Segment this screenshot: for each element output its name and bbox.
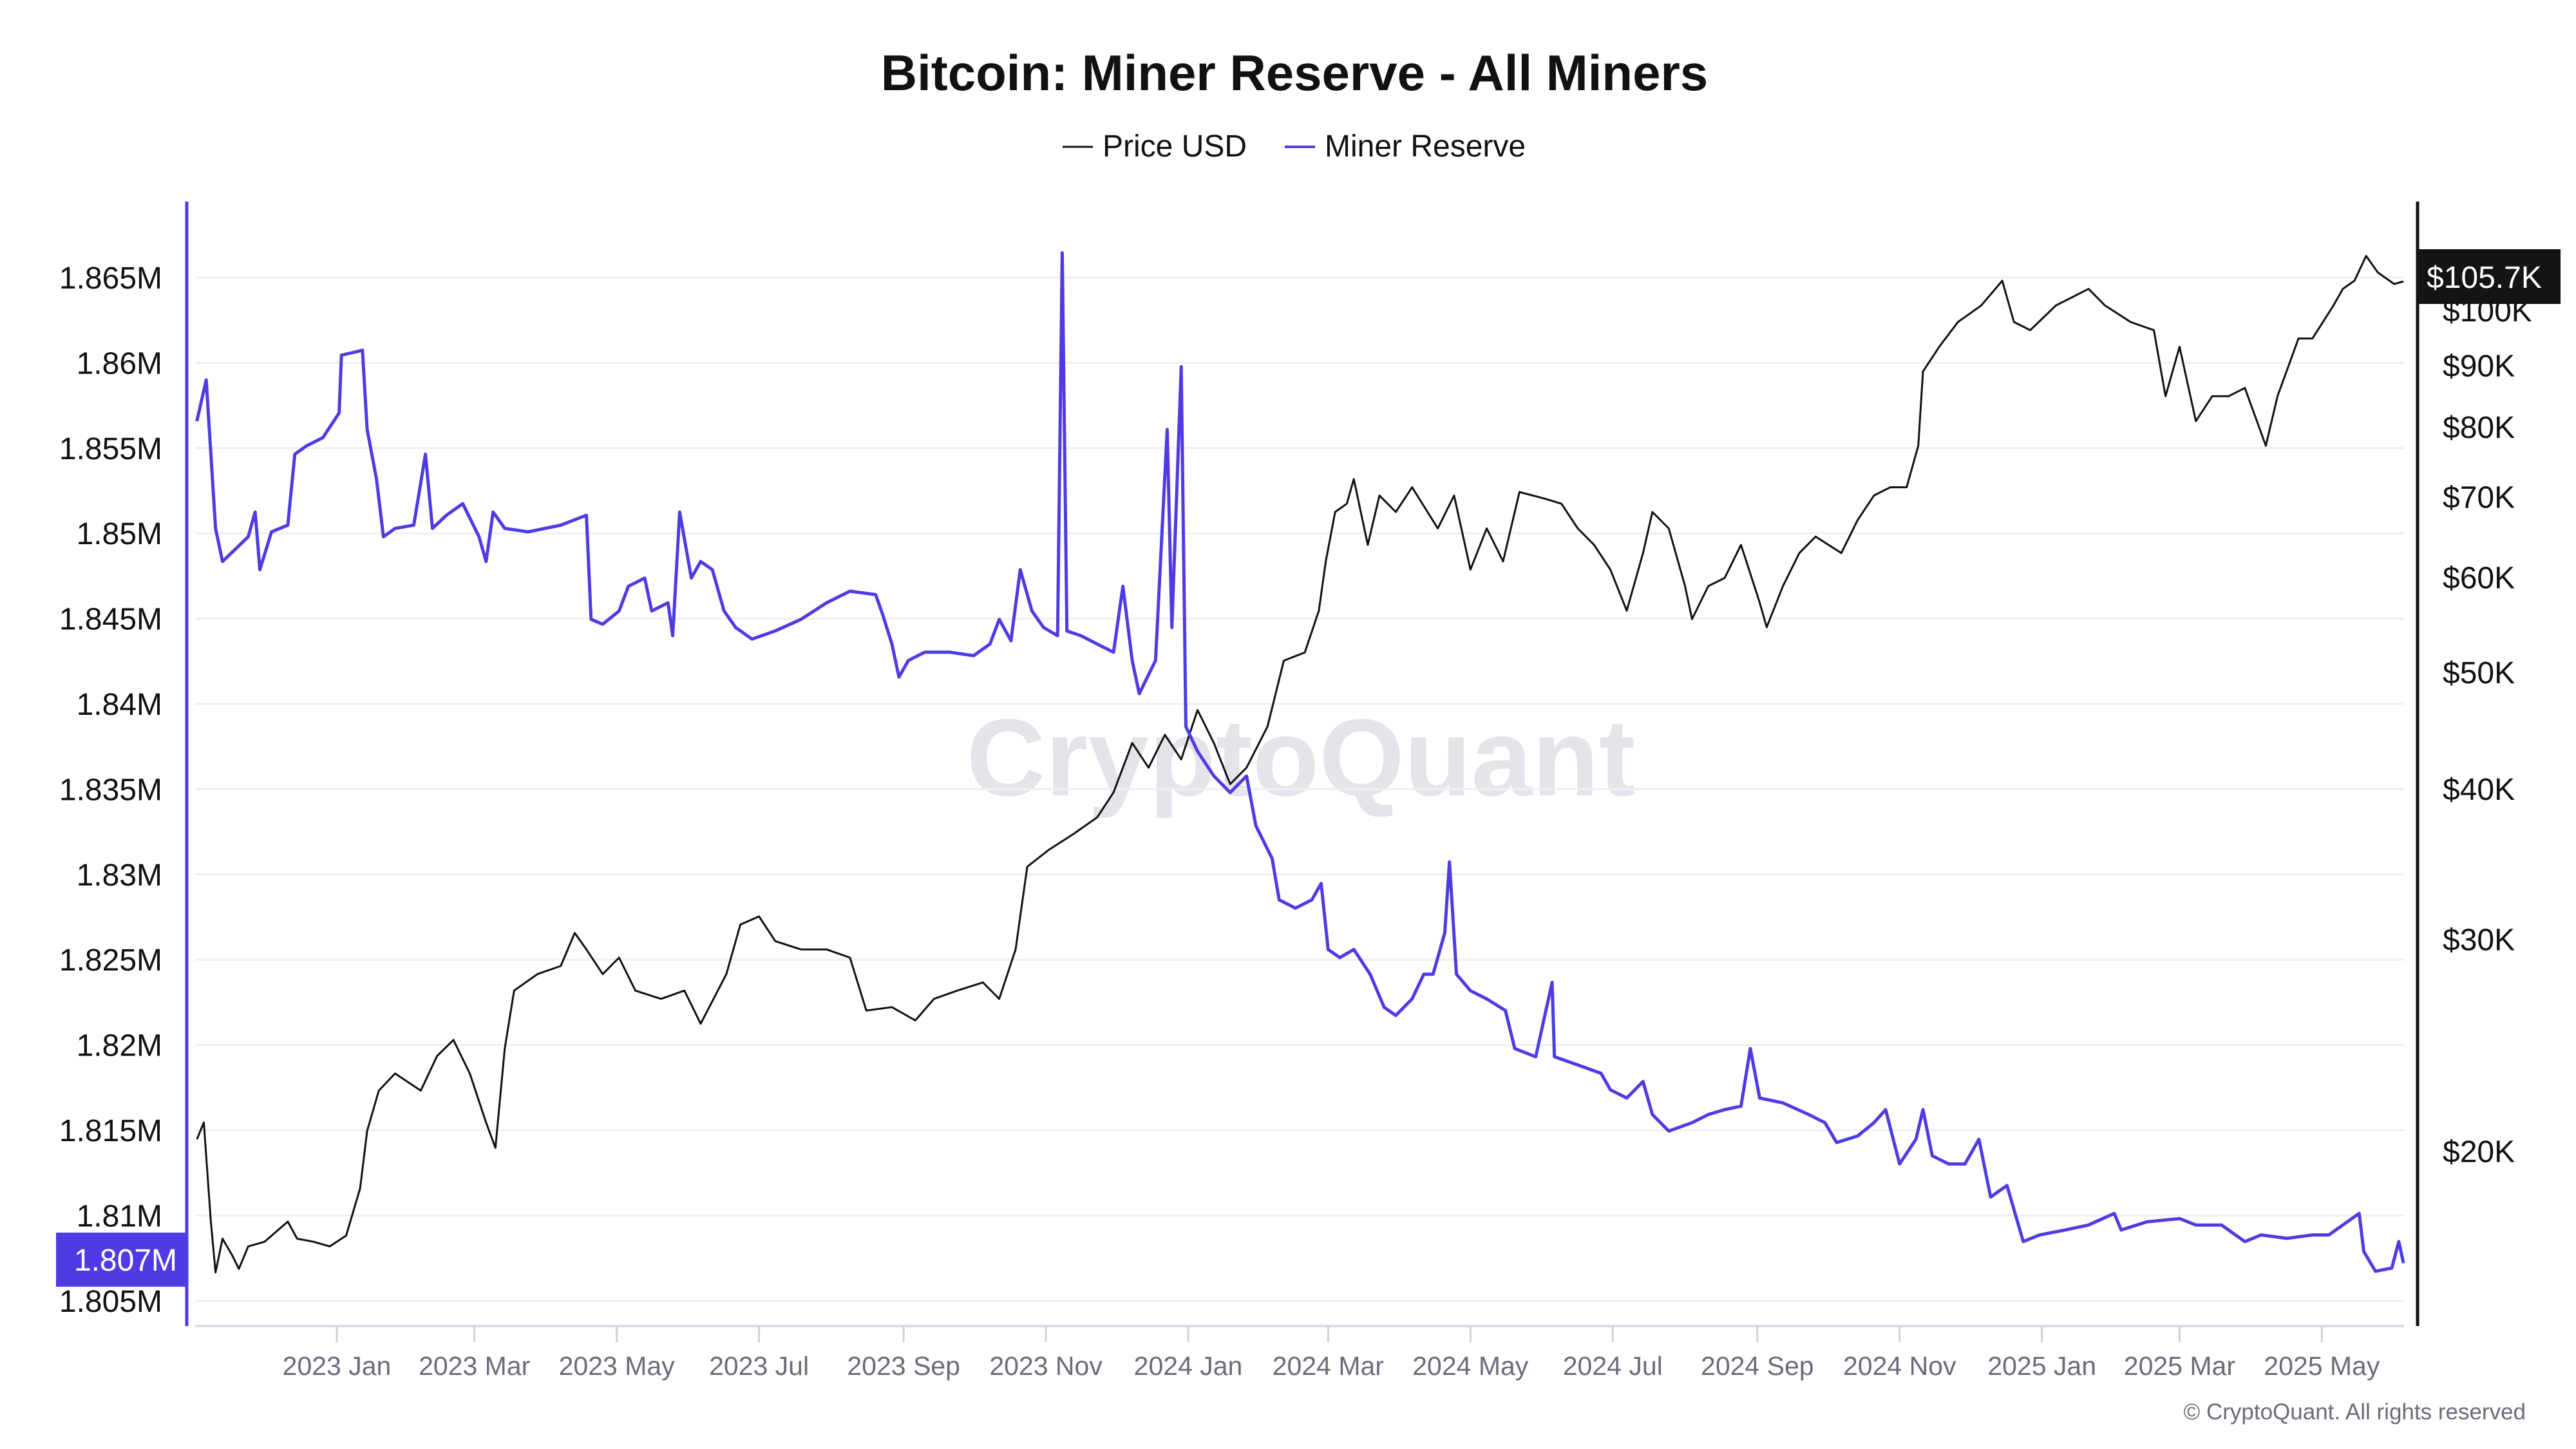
y-left-tick-label: 1.865M — [59, 261, 162, 296]
x-tick-label: 2023 Mar — [419, 1351, 530, 1381]
x-tick-label: 2023 May — [559, 1351, 676, 1381]
x-tick-label: 2024 Mar — [1273, 1351, 1384, 1381]
x-tick-label: 2023 Sep — [847, 1351, 960, 1381]
x-tick-label: 2025 Jan — [1987, 1351, 2096, 1381]
y-right-tick-label: $60K — [2443, 561, 2515, 595]
price-usd-line — [196, 254, 2404, 1274]
y-axis-right: $100K$90K$80K$70K$60K$50K$40K$30K$20K — [2443, 294, 2532, 1169]
x-tick-label: 2024 May — [1412, 1351, 1529, 1381]
y-left-tick-label: 1.86M — [77, 346, 162, 381]
y-left-tick-label: 1.855M — [59, 432, 162, 466]
x-tick-label: 2023 Jan — [283, 1351, 392, 1381]
watermark: CryptoQuant — [967, 697, 1636, 819]
y-left-tick-label: 1.845M — [59, 603, 162, 637]
grid — [195, 276, 2404, 1302]
x-tick-label: 2024 Jul — [1563, 1351, 1663, 1381]
miner-reserve-line — [195, 251, 2405, 1273]
y-right-tick-label: $30K — [2443, 923, 2515, 957]
y-right-tick-label: $90K — [2443, 349, 2515, 383]
legend-price-label: Price USD — [1103, 129, 1247, 164]
x-axis: 2023 Jan 2023 Mar 2023 May 2023 Jul 2023 Sep… — [195, 1325, 2404, 1381]
y-left-tick-label: 1.84M — [77, 688, 162, 722]
y-left-tick-label: 1.85M — [77, 517, 162, 551]
y-right-tick-label: $20K — [2443, 1135, 2515, 1169]
x-tick-label: 2024 Sep — [1701, 1351, 1814, 1381]
legend-item-reserve[interactable]: Miner Reserve — [1285, 129, 1526, 164]
current-reserve-label: 1.807M — [74, 1244, 177, 1278]
x-tick-label: 2023 Nov — [989, 1351, 1103, 1381]
y-axis-left: 1.865M 1.86M 1.855M 1.85M 1.845M 1.84M 1.835M 1… — [59, 261, 162, 1319]
chart-title: Bitcoin: Miner Reserve - All Miners — [881, 44, 1708, 101]
y-left-tick-label: 1.835M — [59, 773, 162, 807]
y-left-tick-label: 1.81M — [77, 1199, 162, 1233]
legend-item-price[interactable]: Price USD — [1063, 129, 1247, 164]
x-tick-label: 2024 Nov — [1843, 1351, 1956, 1381]
series-lines — [195, 251, 2405, 1274]
y-right-tick-label: $50K — [2443, 656, 2515, 690]
y-right-tick-label: $70K — [2443, 480, 2515, 515]
legend-reserve-label: Miner Reserve — [1325, 129, 1526, 164]
x-tick-label: 2023 Jul — [709, 1351, 809, 1381]
current-price-badge: $105.7K — [2419, 249, 2561, 304]
y-left-tick-label: 1.805M — [59, 1285, 162, 1319]
y-left-tick-label: 1.825M — [59, 943, 162, 978]
legend: Price USD Miner Reserve — [1063, 129, 1526, 164]
y-left-tick-label: 1.83M — [77, 858, 162, 893]
y-left-tick-label: 1.815M — [59, 1114, 162, 1148]
y-left-tick-label: 1.82M — [77, 1029, 162, 1063]
x-tick-label: 2024 Jan — [1134, 1351, 1243, 1381]
current-reserve-badge: 1.807M — [56, 1233, 187, 1287]
y-right-tick-label: $40K — [2443, 773, 2515, 807]
x-tick-label: 2025 Mar — [2124, 1351, 2235, 1381]
copyright: © CryptoQuant. All rights reserved — [2183, 1399, 2526, 1425]
y-right-tick-label: $80K — [2443, 411, 2515, 445]
current-price-label: $105.7K — [2427, 261, 2542, 295]
x-tick-label: 2025 May — [2264, 1351, 2380, 1381]
